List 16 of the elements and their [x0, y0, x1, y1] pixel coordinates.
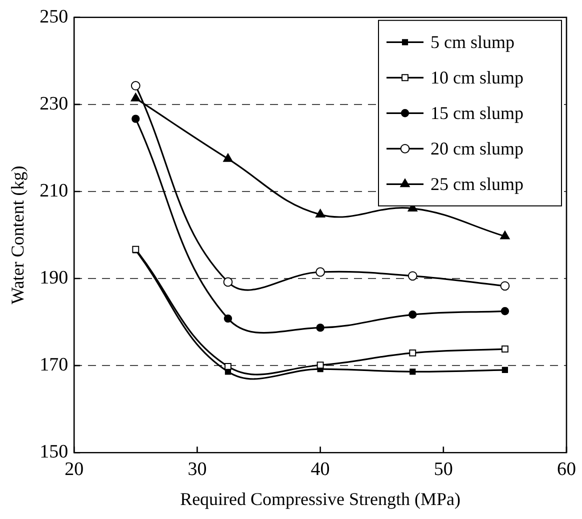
x-axis-title: Required Compressive Strength (MPa)	[180, 488, 461, 509]
y-tick-label: 170	[40, 354, 68, 376]
legend-label: 15 cm slump	[430, 102, 524, 123]
legend-label: 10 cm slump	[430, 67, 524, 88]
y-tick-label: 230	[40, 93, 68, 114]
y-tick-label: 250	[40, 6, 68, 28]
x-tick-label: 30	[188, 458, 207, 480]
x-tick-label: 50	[434, 458, 453, 480]
y-axis-title: Water Content (kg)	[8, 166, 28, 304]
x-tick-label: 60	[557, 458, 576, 480]
legend-label: 20 cm slump	[430, 138, 524, 158]
legend-label: 5 cm slump	[430, 32, 515, 52]
y-tick-label: 190	[40, 268, 68, 289]
y-tick-label: 210	[40, 180, 68, 202]
legend-label: 25 cm slump	[430, 174, 524, 194]
x-tick-label: 40	[310, 458, 330, 480]
